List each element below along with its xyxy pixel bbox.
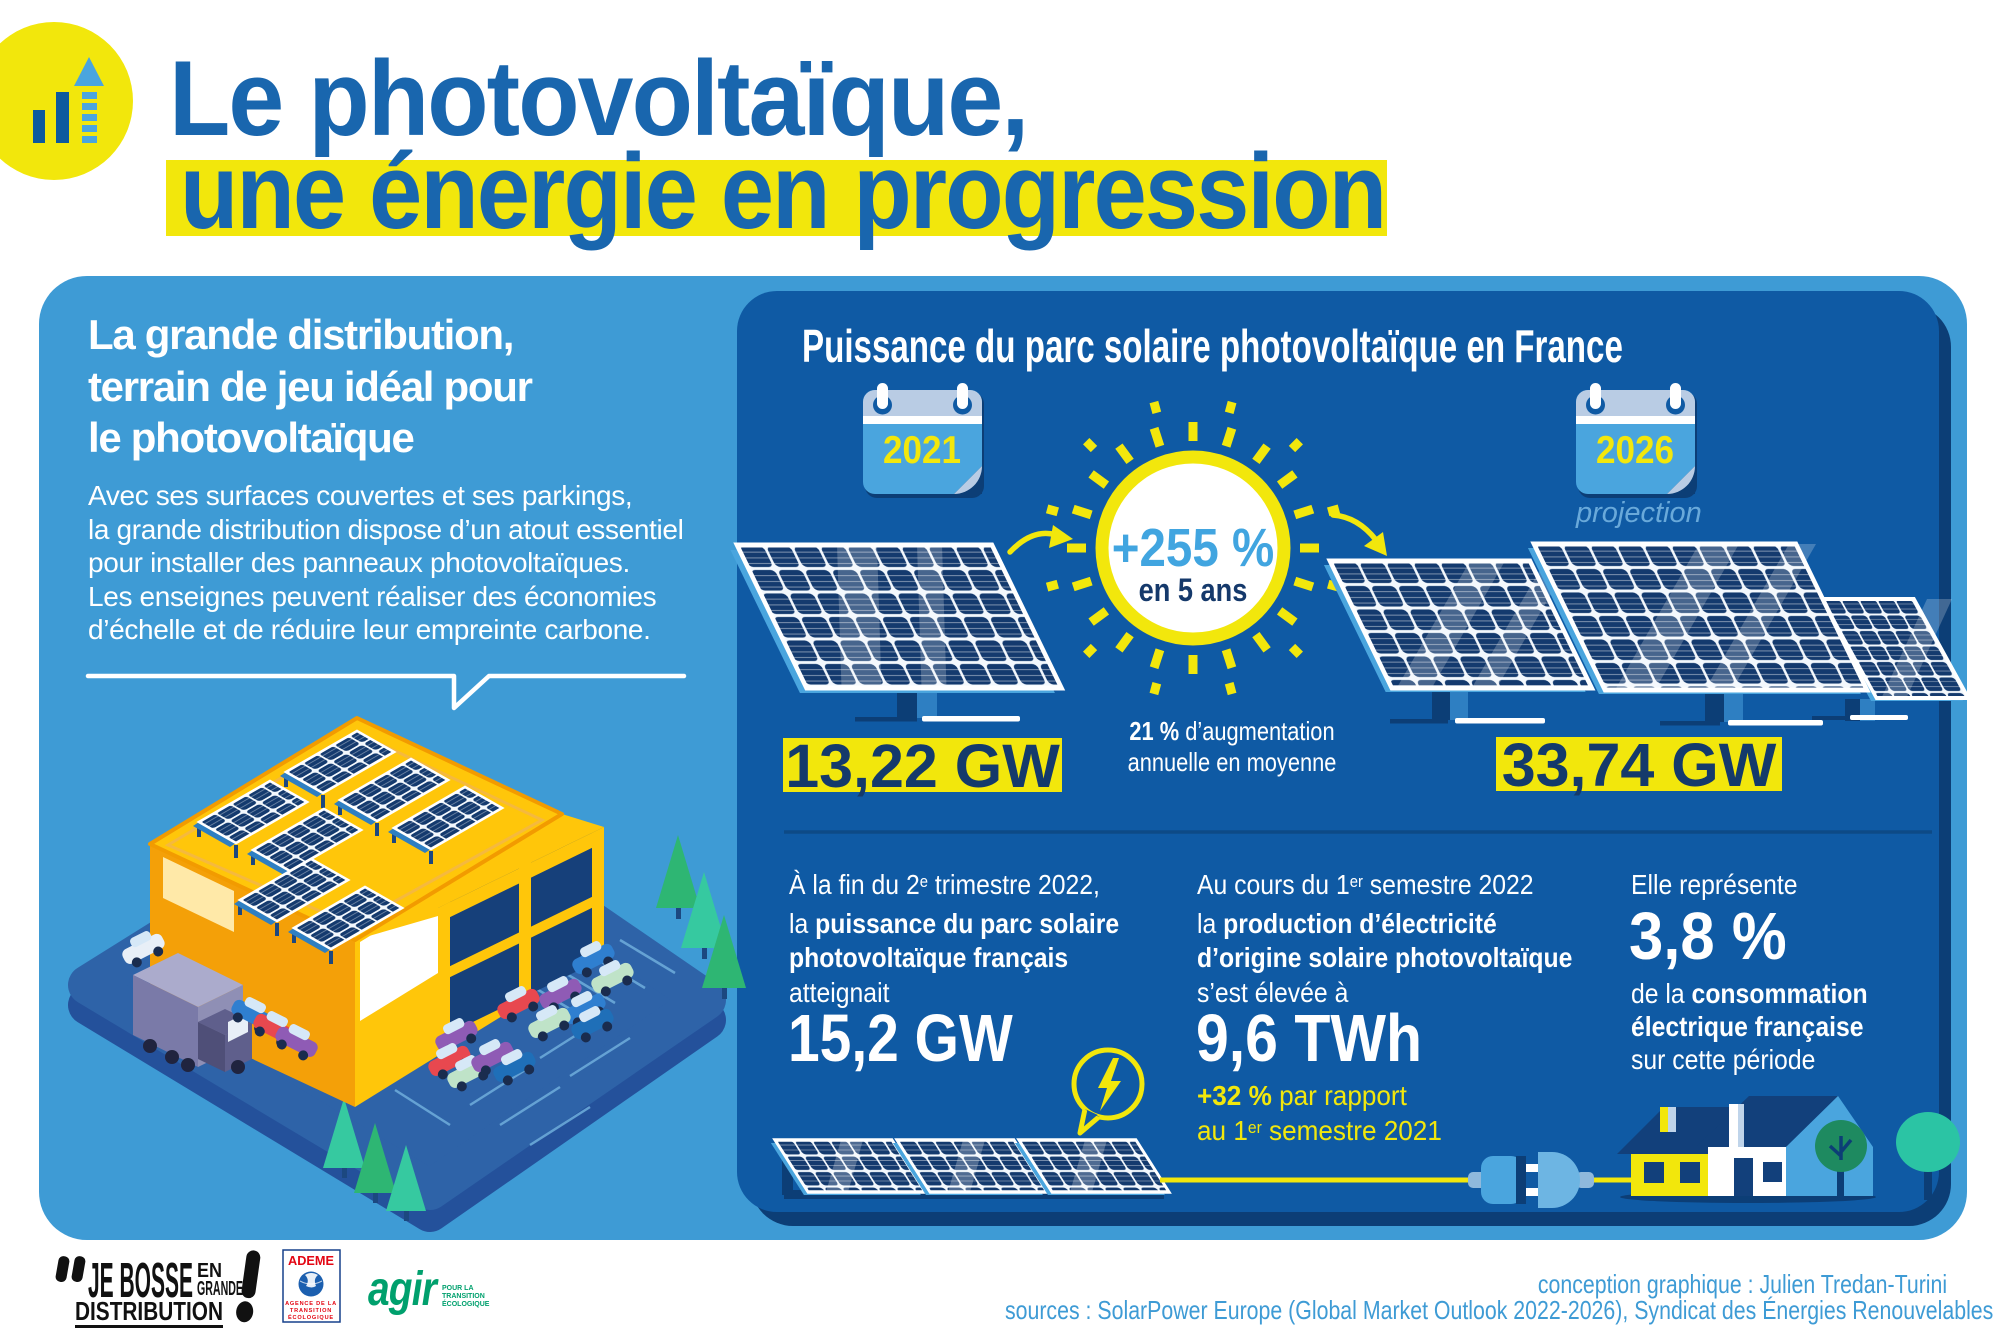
svg-text:EN: EN	[197, 1260, 222, 1282]
svg-text:GRANDE: GRANDE	[197, 1278, 243, 1300]
svg-text:TRANSITION: TRANSITION	[442, 1293, 485, 1300]
svg-text:JE BOSSE: JE BOSSE	[88, 1254, 193, 1308]
svg-text:AGENCE DE LA: AGENCE DE LA	[285, 1301, 337, 1307]
svg-text:+255 %: +255 %	[1112, 517, 1274, 578]
svg-text:ADEME: ADEME	[288, 1253, 334, 1268]
svg-text:POUR LA: POUR LA	[442, 1285, 474, 1292]
svg-text:TRANSITION: TRANSITION	[290, 1308, 332, 1314]
svg-text:2026: 2026	[1596, 429, 1674, 472]
svg-text:DISTRIBUTION: DISTRIBUTION	[75, 1296, 223, 1326]
svg-text:2021: 2021	[883, 429, 961, 472]
svg-text:agir: agir	[368, 1263, 439, 1316]
svg-text:ÉCOLOGIQUE: ÉCOLOGIQUE	[288, 1313, 334, 1321]
svg-text:en 5 ans: en 5 ans	[1139, 573, 1248, 609]
svg-text:ÉCOLOGIQUE: ÉCOLOGIQUE	[442, 1299, 490, 1308]
